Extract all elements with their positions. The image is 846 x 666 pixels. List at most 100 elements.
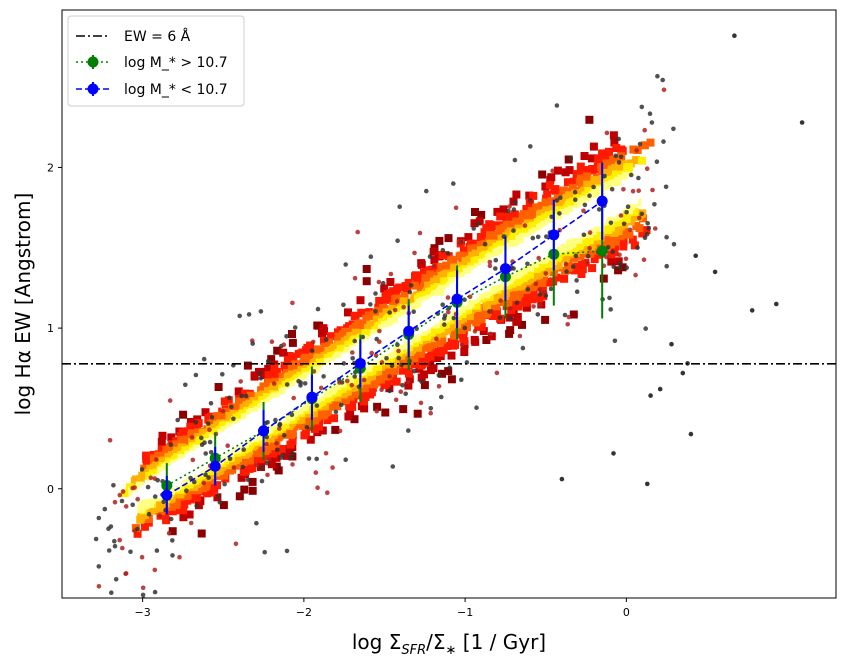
density-cell bbox=[482, 223, 491, 232]
density-cell bbox=[630, 241, 639, 250]
density-cell bbox=[288, 330, 296, 338]
density-cell bbox=[344, 308, 352, 317]
density-cell bbox=[476, 233, 485, 241]
density-cell bbox=[362, 319, 370, 328]
density-cell bbox=[413, 409, 422, 418]
density-cell bbox=[306, 435, 315, 444]
density-cell bbox=[444, 252, 453, 261]
density-cell bbox=[572, 217, 581, 226]
density-cell bbox=[186, 422, 195, 431]
density-cell bbox=[197, 529, 206, 538]
density-cell bbox=[604, 214, 613, 223]
density-cell bbox=[267, 460, 276, 469]
density-cell bbox=[214, 383, 223, 391]
density-cell bbox=[168, 527, 177, 536]
density-cell bbox=[513, 313, 522, 321]
density-cell bbox=[522, 303, 531, 312]
density-cell bbox=[614, 257, 623, 266]
density-cell bbox=[576, 162, 585, 171]
density-cell bbox=[330, 414, 338, 423]
density-cell bbox=[432, 264, 441, 273]
density-cell bbox=[523, 298, 532, 307]
density-cell bbox=[346, 408, 355, 417]
density-cell bbox=[498, 236, 507, 245]
density-cell bbox=[417, 260, 426, 269]
density-cell bbox=[392, 377, 401, 386]
density-cell bbox=[167, 433, 176, 442]
density-cell bbox=[258, 455, 267, 464]
density-cell bbox=[140, 522, 149, 531]
density-cell bbox=[288, 338, 297, 347]
density-cell bbox=[219, 501, 228, 510]
density-cell bbox=[381, 408, 390, 417]
density-cell bbox=[618, 263, 627, 272]
density-cell bbox=[357, 402, 366, 411]
density-cell bbox=[320, 336, 328, 345]
density-cell bbox=[428, 265, 437, 274]
density-cell bbox=[609, 131, 618, 140]
density-cell bbox=[373, 402, 382, 411]
density-cell bbox=[288, 436, 297, 445]
density-cell bbox=[291, 360, 300, 369]
density-cell bbox=[313, 345, 322, 354]
density-cell bbox=[638, 229, 647, 238]
density-cell bbox=[255, 445, 264, 453]
density-cell bbox=[142, 458, 151, 467]
density-cell bbox=[546, 277, 555, 286]
density-cell bbox=[260, 371, 269, 379]
density-cell bbox=[614, 170, 623, 179]
density-cell bbox=[362, 277, 371, 286]
density-cell bbox=[362, 265, 371, 273]
density-cell bbox=[447, 338, 456, 347]
density-cell bbox=[130, 477, 139, 486]
density-cell bbox=[361, 384, 370, 393]
density-cell bbox=[585, 115, 594, 124]
density-cell bbox=[128, 487, 137, 496]
density-cell bbox=[479, 327, 488, 336]
density-cell bbox=[415, 276, 424, 285]
density-cell bbox=[127, 497, 136, 505]
density-cell bbox=[546, 175, 555, 184]
density-cell bbox=[499, 205, 508, 214]
density-cell bbox=[133, 529, 142, 538]
density-cell bbox=[283, 355, 292, 364]
density-cell bbox=[589, 142, 598, 151]
density-cell bbox=[402, 285, 411, 293]
density-cell bbox=[569, 177, 578, 186]
density-cell bbox=[380, 284, 389, 293]
density-cell bbox=[460, 318, 469, 327]
density-cell bbox=[344, 412, 353, 421]
density-cell bbox=[207, 482, 216, 491]
density-cell bbox=[610, 138, 619, 147]
density-cell bbox=[514, 219, 523, 228]
density-cell bbox=[486, 224, 495, 233]
density-cell bbox=[560, 274, 569, 283]
density-cell bbox=[578, 260, 587, 269]
density-cell bbox=[535, 277, 544, 286]
density-cell bbox=[475, 308, 484, 317]
density-cell bbox=[267, 355, 276, 364]
density-cell bbox=[312, 413, 321, 422]
density-cell bbox=[460, 246, 468, 255]
density-cell bbox=[444, 234, 453, 243]
density-cell bbox=[443, 342, 452, 350]
density-cell bbox=[399, 405, 408, 414]
density-cell bbox=[464, 233, 473, 242]
density-cell bbox=[619, 242, 628, 251]
density-cell bbox=[303, 388, 312, 397]
density-cell bbox=[569, 310, 578, 319]
density-cell bbox=[482, 297, 491, 306]
density-cell bbox=[642, 226, 651, 235]
density-cell bbox=[438, 251, 447, 259]
density-cell bbox=[248, 486, 257, 495]
density-cell bbox=[323, 416, 332, 425]
density-cell bbox=[460, 348, 469, 356]
density-cell bbox=[588, 264, 597, 273]
density-cell bbox=[641, 176, 650, 185]
density-cell bbox=[145, 472, 154, 480]
density-cell bbox=[136, 475, 145, 484]
density-cell bbox=[344, 371, 353, 380]
density-cell bbox=[250, 372, 259, 381]
density-cell bbox=[282, 451, 291, 460]
density-cell bbox=[326, 332, 335, 341]
